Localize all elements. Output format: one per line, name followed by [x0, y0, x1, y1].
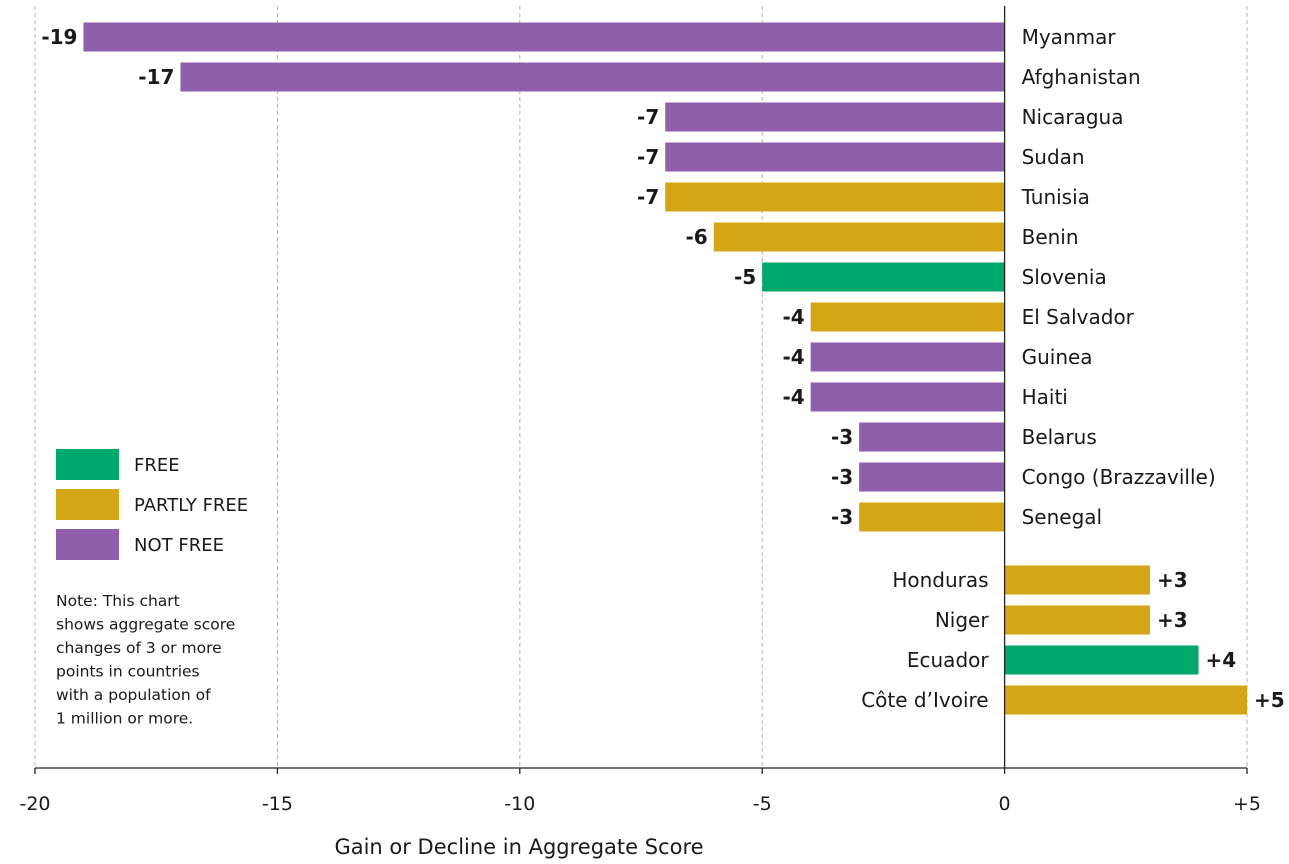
bar [810, 302, 1005, 332]
bar [1004, 645, 1199, 675]
bar [83, 22, 1005, 52]
value-label: -6 [686, 225, 708, 249]
category-label: Guinea [1022, 345, 1093, 369]
category-label: Myanmar [1022, 25, 1117, 49]
tick-label: 0 [999, 793, 1011, 815]
note-line: Note: This chart [56, 592, 180, 610]
bar [859, 462, 1005, 492]
tick-label: -10 [504, 793, 535, 815]
category-label: El Salvador [1022, 305, 1135, 329]
tick-label: +5 [1233, 793, 1261, 815]
x-axis-ticks: -20 -15 -10 -5 0 +5 [19, 768, 1261, 815]
value-label: -17 [138, 65, 174, 89]
category-label: Sudan [1022, 145, 1085, 169]
category-label: Afghanistan [1022, 65, 1141, 89]
bar [713, 222, 1005, 252]
note-line: changes of 3 or more [56, 639, 222, 657]
bar [762, 262, 1005, 292]
note-line: 1 million or more. [56, 710, 193, 728]
note-line: points in countries [56, 663, 200, 681]
value-label: -4 [782, 345, 804, 369]
value-label: -7 [637, 105, 659, 129]
legend-swatch [56, 449, 119, 480]
value-label: -3 [831, 465, 853, 489]
category-label: Honduras [892, 568, 988, 592]
legend-label: FREE [134, 455, 180, 476]
category-label: Haiti [1022, 385, 1068, 409]
bar [810, 342, 1005, 372]
value-label: -7 [637, 185, 659, 209]
value-label: -7 [637, 145, 659, 169]
legend-label: NOT FREE [134, 535, 224, 556]
bar [665, 102, 1005, 132]
chart-note: Note: This chart shows aggregate score cha… [56, 592, 235, 728]
value-labels: -19 -17 -7 -7 -7 -6 -5 -4 -4 -4 -3 -3 -3 +3 +3 +4 +5 [41, 25, 1284, 712]
value-label: -3 [831, 505, 853, 529]
category-label: Benin [1022, 225, 1079, 249]
tick-label: -5 [753, 793, 772, 815]
value-label: +4 [1206, 648, 1237, 672]
category-label: Belarus [1022, 425, 1097, 449]
category-label: Senegal [1022, 505, 1103, 529]
tick-label: -20 [19, 793, 50, 815]
value-label: -19 [41, 25, 77, 49]
category-label: Congo (Brazzaville) [1022, 465, 1216, 489]
bar [1004, 565, 1151, 595]
category-labels: Myanmar Afghanistan Nicaragua Sudan Tunisia B… [861, 25, 1215, 712]
category-label: Tunisia [1021, 185, 1090, 209]
value-label: -4 [782, 385, 804, 409]
value-label: -5 [734, 265, 756, 289]
value-label: +3 [1157, 568, 1188, 592]
bar [665, 182, 1005, 212]
bar [1004, 685, 1247, 715]
bar [859, 422, 1005, 452]
bar [1004, 605, 1151, 635]
tick-label: -15 [262, 793, 293, 815]
legend-label: PARTLY FREE [134, 495, 248, 516]
bar [665, 142, 1005, 172]
note-line: shows aggregate score [56, 616, 235, 634]
grid-lines [34, 6, 1248, 768]
legend-swatch [56, 489, 119, 520]
category-label: Niger [935, 608, 990, 632]
category-label: Ecuador [907, 648, 989, 672]
legend-swatch [56, 529, 119, 560]
value-label: -3 [831, 425, 853, 449]
value-label: +5 [1254, 688, 1285, 712]
bar [859, 502, 1005, 532]
bar [810, 382, 1005, 412]
bar [180, 62, 1005, 92]
x-axis-title: Gain or Decline in Aggregate Score [334, 835, 703, 859]
legend: FREE PARTLY FREE NOT FREE [56, 449, 248, 560]
category-label: Côte d’Ivoire [861, 688, 988, 712]
category-label: Slovenia [1022, 265, 1107, 289]
category-label: Nicaragua [1022, 105, 1124, 129]
value-label: -4 [782, 305, 804, 329]
note-line: with a population of [56, 686, 211, 704]
bars [83, 22, 1247, 715]
value-label: +3 [1157, 608, 1188, 632]
